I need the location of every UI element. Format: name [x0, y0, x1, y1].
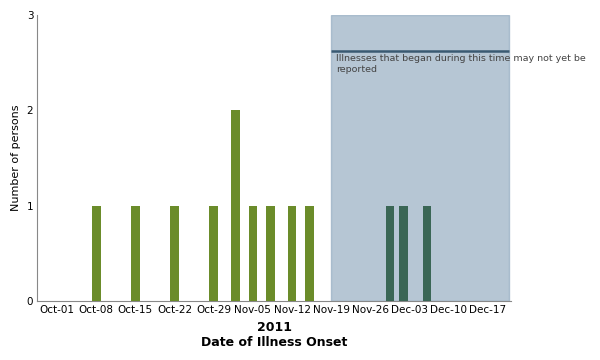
Text: Illnesses that began during this time may not yet be
reported: Illnesses that began during this time ma… [336, 54, 586, 74]
Bar [305, 206, 314, 301]
Bar [92, 206, 101, 301]
Bar [400, 206, 408, 301]
Bar [231, 111, 239, 301]
Bar [266, 206, 275, 301]
Bar [209, 206, 218, 301]
Bar [170, 206, 179, 301]
Bar [331, 15, 509, 301]
Y-axis label: Number of persons: Number of persons [11, 105, 21, 211]
Bar [287, 206, 296, 301]
Bar [386, 206, 394, 301]
X-axis label: 2011
Date of Illness Onset: 2011 Date of Illness Onset [201, 321, 347, 349]
Bar [248, 206, 257, 301]
Bar [131, 206, 140, 301]
Bar [423, 206, 431, 301]
